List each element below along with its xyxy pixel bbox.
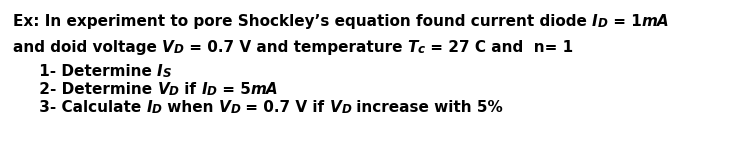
Text: I: I	[201, 82, 207, 97]
Text: 3- Calculate: 3- Calculate	[13, 100, 146, 115]
Text: I: I	[158, 64, 163, 79]
Text: = 0.7 V and temperature: = 0.7 V and temperature	[184, 40, 407, 55]
Text: T: T	[407, 40, 418, 55]
Text: and doid voltage: and doid voltage	[13, 40, 162, 55]
Text: mA: mA	[641, 14, 669, 29]
Text: if: if	[179, 82, 201, 97]
Text: c: c	[418, 43, 424, 56]
Text: I: I	[146, 100, 152, 115]
Text: = 1: = 1	[608, 14, 641, 29]
Text: Ex: In experiment to pore Shockley’s equation found current diode: Ex: In experiment to pore Shockley’s equ…	[13, 14, 592, 29]
Text: D: D	[170, 85, 179, 98]
Text: V: V	[330, 100, 341, 115]
Text: increase with 5%: increase with 5%	[351, 100, 503, 115]
Text: = 27 C and  n= 1: = 27 C and n= 1	[424, 40, 573, 55]
Text: D: D	[598, 17, 608, 30]
Text: = 5: = 5	[217, 82, 250, 97]
Text: = 0.7 V if: = 0.7 V if	[240, 100, 330, 115]
Text: V: V	[158, 82, 170, 97]
Text: D: D	[230, 103, 240, 116]
Text: I: I	[592, 14, 598, 29]
Text: D: D	[174, 43, 184, 56]
Text: S: S	[163, 67, 171, 80]
Text: V: V	[162, 40, 174, 55]
Text: D: D	[152, 103, 162, 116]
Text: V: V	[219, 100, 230, 115]
Text: D: D	[207, 85, 217, 98]
Text: when: when	[162, 100, 219, 115]
Text: 2- Determine: 2- Determine	[13, 82, 158, 97]
Text: mA: mA	[251, 82, 278, 97]
Text: D: D	[341, 103, 351, 116]
Text: 1- Determine: 1- Determine	[13, 64, 158, 79]
